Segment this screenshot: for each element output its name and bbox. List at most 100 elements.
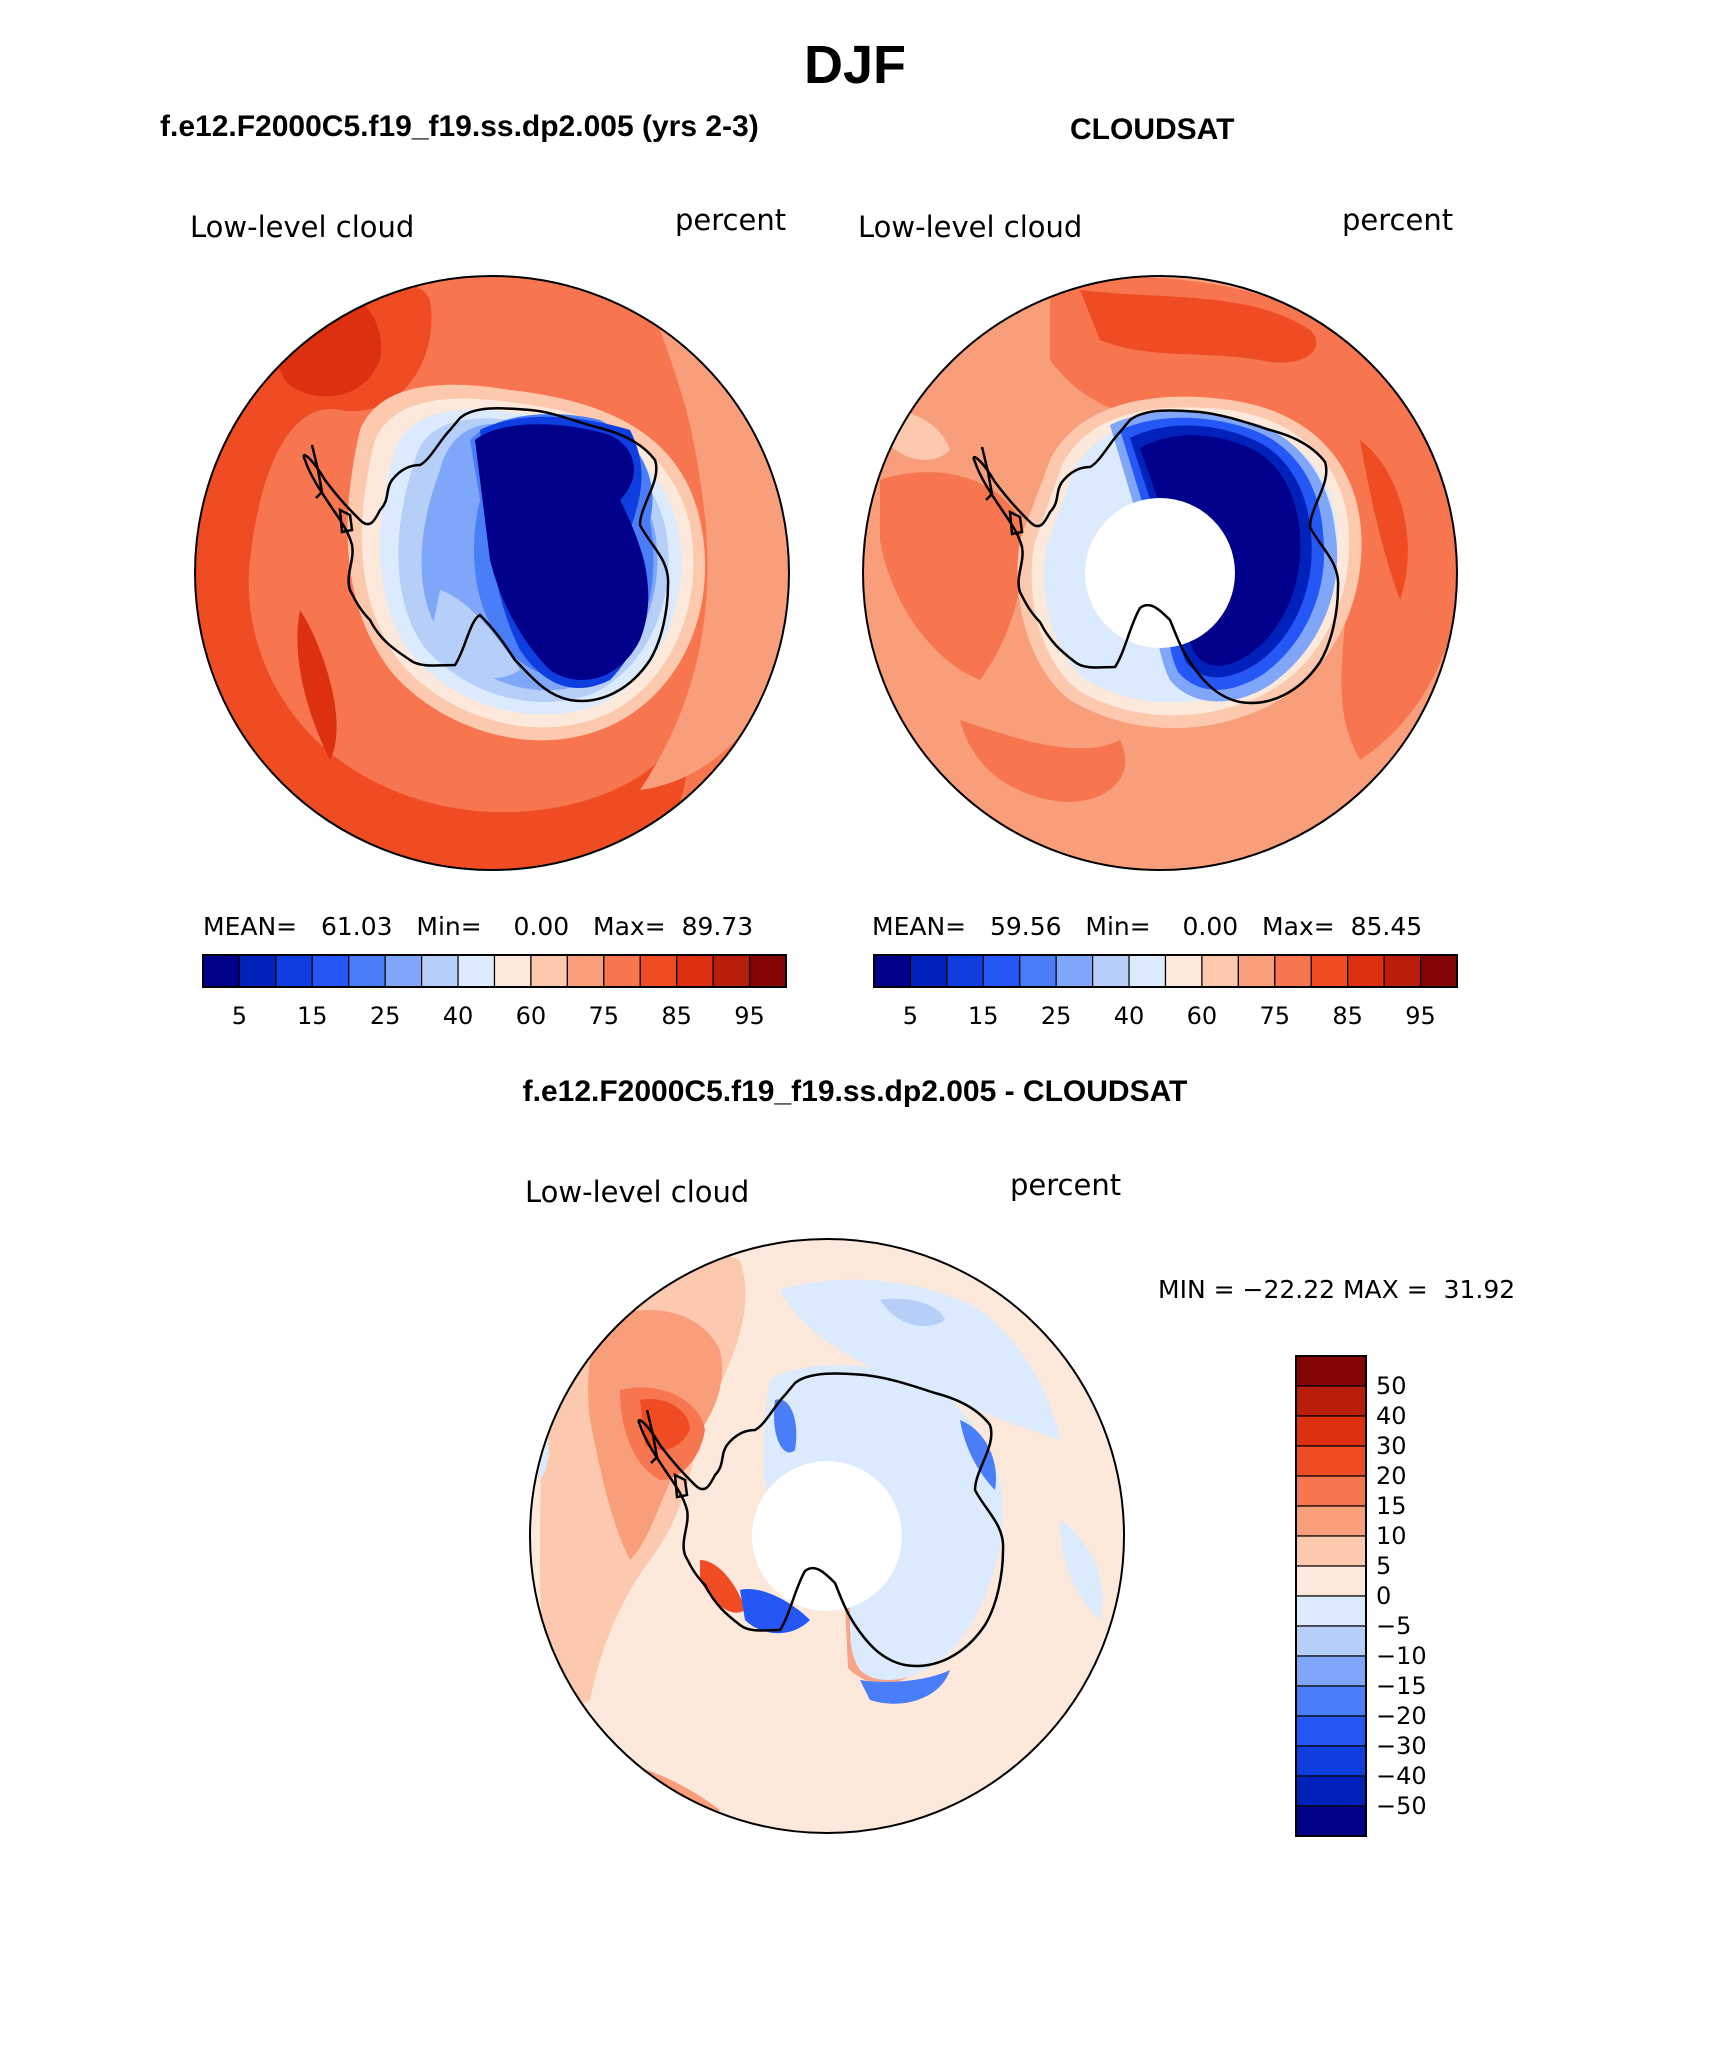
colorbar-swatch (1295, 1685, 1367, 1717)
colorbar-swatch (1310, 954, 1349, 988)
colorbar-tick-label: 60 (1187, 1002, 1218, 1030)
panel-2-variable-label: Low-level cloud (858, 210, 1083, 244)
colorbar-swatch (1295, 1775, 1367, 1807)
colorbar-tick-label: 95 (1405, 1002, 1436, 1030)
colorbar-tick-label: 85 (1332, 1002, 1363, 1030)
colorbar-swatch (1295, 1805, 1367, 1837)
colorbar-swatch (238, 954, 277, 988)
colorbar-swatch (1419, 954, 1458, 988)
colorbar-swatch (1295, 1565, 1367, 1597)
panel-1-mean-label: MEAN= (203, 912, 298, 941)
colorbar-swatch (1164, 954, 1203, 988)
colorbar-tick-label: 5 (232, 1002, 247, 1030)
colorbar-swatch (1295, 1625, 1367, 1657)
diff-max-label: MAX = (1342, 1275, 1428, 1304)
diff-title: f.e12.F2000C5.f19_f19.ss.dp2.005 - CLOUD… (522, 1075, 1188, 1108)
panel-2-min-label: Min= (1085, 912, 1151, 941)
colorbar-swatch (530, 954, 568, 988)
colorbar-swatch (1295, 1745, 1367, 1777)
panel-2-units-label: percent (1342, 203, 1454, 237)
colorbar-tick-label: 0 (1376, 1582, 1391, 1610)
panel-2-map (862, 275, 1458, 871)
colorbar-tick-label: 50 (1376, 1372, 1407, 1400)
panel-1-max-value: 89.73 (681, 912, 754, 941)
colorbar-swatch (639, 954, 678, 988)
diff-min-label: MIN = (1158, 1275, 1235, 1304)
colorbar-swatch (1055, 954, 1094, 988)
colorbar-swatch (1295, 1715, 1367, 1747)
colorbar-tick-label: −15 (1376, 1672, 1427, 1700)
colorbar-swatch (909, 954, 948, 988)
colorbar-swatch (748, 954, 787, 988)
colorbar-tick-label: 15 (968, 1002, 999, 1030)
panel-1-units-label: percent (675, 203, 787, 237)
panel-2-min-value: 0.00 (1182, 912, 1239, 941)
colorbar-tick-label: 10 (1376, 1522, 1407, 1550)
colorbar-swatch (1128, 954, 1167, 988)
colorbar-swatch (493, 954, 532, 988)
colorbar-tick-label: 25 (1041, 1002, 1072, 1030)
colorbar-swatch (202, 954, 241, 988)
panel-1-map (194, 275, 790, 871)
colorbar-tick-label: −30 (1376, 1732, 1427, 1760)
panel-2-mean-value: 59.56 (989, 912, 1062, 941)
colorbar-swatch (1295, 1445, 1367, 1477)
colorbar-tick-label: 20 (1376, 1462, 1407, 1490)
colorbar-swatch (1295, 1595, 1367, 1627)
panel-1-variable-label: Low-level cloud (190, 210, 415, 244)
colorbar-swatch (1295, 1415, 1367, 1447)
colorbar-tick-label: 95 (734, 1002, 765, 1030)
colorbar-tick-label: 40 (1114, 1002, 1145, 1030)
colorbar-tick-label: 5 (1376, 1552, 1391, 1580)
diff-max-value: 31.92 (1443, 1275, 1516, 1304)
colorbar-tick-label: −10 (1376, 1642, 1427, 1670)
panel-1-stats: MEAN= 61.03 Min= 0.00 Max= 89.73 (203, 912, 753, 941)
colorbar-swatch (275, 954, 313, 988)
colorbar-swatch (1295, 1385, 1367, 1417)
panel-2-max-label: Max= (1262, 912, 1335, 941)
colorbar-tick-label: −40 (1376, 1762, 1427, 1790)
colorbar-swatch (946, 954, 984, 988)
colorbar-tick-label: −20 (1376, 1702, 1427, 1730)
diff-min-value: −22.22 (1242, 1275, 1336, 1304)
colorbar-tick-label: 30 (1376, 1432, 1407, 1460)
panel-2-colorbar: 5 15 25 40 60 75 85 95 (873, 954, 1458, 1030)
panel-2-stats: MEAN= 59.56 Min= 0.00 Max= 85.45 (872, 912, 1422, 941)
colorbar-swatch (603, 954, 641, 988)
panel-2-mean-label: MEAN= (872, 912, 967, 941)
colorbar-tick-label: 75 (1260, 1002, 1291, 1030)
colorbar-swatch (1237, 954, 1276, 988)
colorbar-swatch (712, 954, 751, 988)
panel-1-min-label: Min= (416, 912, 482, 941)
panel-1-case-title: f.e12.F2000C5.f19_f19.ss.dp2.005 (yrs 2-… (160, 110, 759, 143)
diff-minmax: MIN = −22.22 MAX = 31.92 (1158, 1275, 1515, 1304)
colorbar-tick-label: 15 (1376, 1492, 1407, 1520)
colorbar-swatch (1201, 954, 1239, 988)
colorbar-swatch (457, 954, 496, 988)
colorbar-tick-label: −50 (1376, 1792, 1427, 1820)
colorbar-swatch (384, 954, 423, 988)
colorbar-swatch (1295, 1355, 1367, 1387)
colorbar-swatch (1019, 954, 1057, 988)
panel-2-max-value: 85.45 (1350, 912, 1423, 941)
colorbar-swatch (1347, 954, 1385, 988)
colorbar-tick-label: −5 (1376, 1612, 1411, 1640)
colorbar-tick-label: 40 (443, 1002, 474, 1030)
colorbar-swatch (348, 954, 386, 988)
panel-2-case-title: CLOUDSAT (1070, 113, 1235, 146)
colorbar-swatch (1295, 1475, 1367, 1507)
colorbar-tick-label: 60 (516, 1002, 547, 1030)
colorbar-swatch (1274, 954, 1312, 988)
diff-variable-label: Low-level cloud (525, 1175, 750, 1209)
colorbar-swatch (982, 954, 1021, 988)
panel-1-max-label: Max= (593, 912, 666, 941)
diff-map (529, 1238, 1125, 1834)
colorbar-swatch (873, 954, 912, 988)
colorbar-swatch (1295, 1655, 1367, 1687)
colorbar-swatch (1295, 1505, 1367, 1537)
colorbar-tick-label: 5 (903, 1002, 918, 1030)
panel-1-colorbar: 5 15 25 40 60 75 85 95 (202, 954, 787, 1030)
colorbar-swatch (566, 954, 605, 988)
colorbar-tick-label: 75 (589, 1002, 620, 1030)
